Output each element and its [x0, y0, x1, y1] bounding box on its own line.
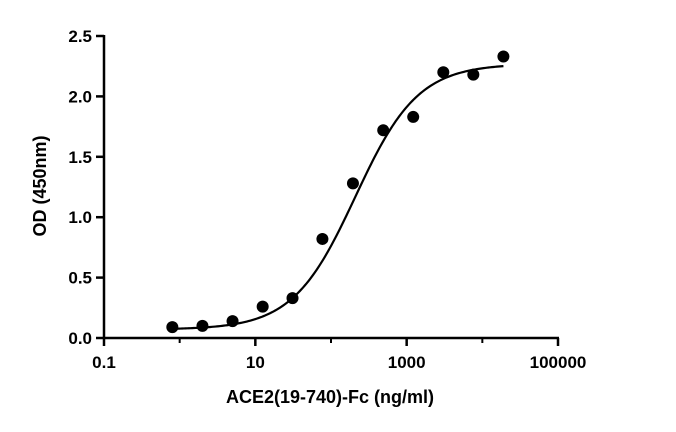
y-axis-title: OD (450nm)	[30, 135, 50, 236]
y-tick-label: 1.0	[68, 208, 92, 227]
x-tick-label: 1000	[388, 353, 426, 372]
data-point	[497, 50, 510, 63]
x-tick-label: 0.1	[92, 353, 116, 372]
data-point	[166, 321, 179, 334]
fit-layer	[172, 65, 504, 330]
data-point	[377, 124, 390, 137]
data-point	[437, 66, 450, 79]
data-point	[407, 110, 420, 123]
data-point	[226, 315, 239, 328]
y-tick-label: 0.0	[68, 329, 92, 348]
y-tick-label: 2.5	[68, 27, 92, 46]
y-tick-label: 2.0	[68, 87, 92, 106]
data-point	[286, 292, 299, 305]
fit-curve	[172, 65, 504, 330]
data-point	[316, 232, 329, 245]
data-points	[166, 50, 510, 334]
y-tick-label: 1.5	[68, 148, 92, 167]
x-axis-title: ACE2(19-740)-Fc (ng/ml)	[226, 387, 434, 407]
data-point	[346, 177, 359, 190]
data-point	[467, 68, 480, 81]
data-point	[196, 319, 209, 332]
axes: 0.0 0.5 1.0 1.5 2.0 2.5 0.1 10 1000 100000	[68, 27, 586, 372]
x-tick-label: 10	[246, 353, 265, 372]
data-point	[256, 300, 269, 313]
x-tick-label: 100000	[530, 353, 587, 372]
y-tick-label: 0.5	[68, 269, 92, 288]
